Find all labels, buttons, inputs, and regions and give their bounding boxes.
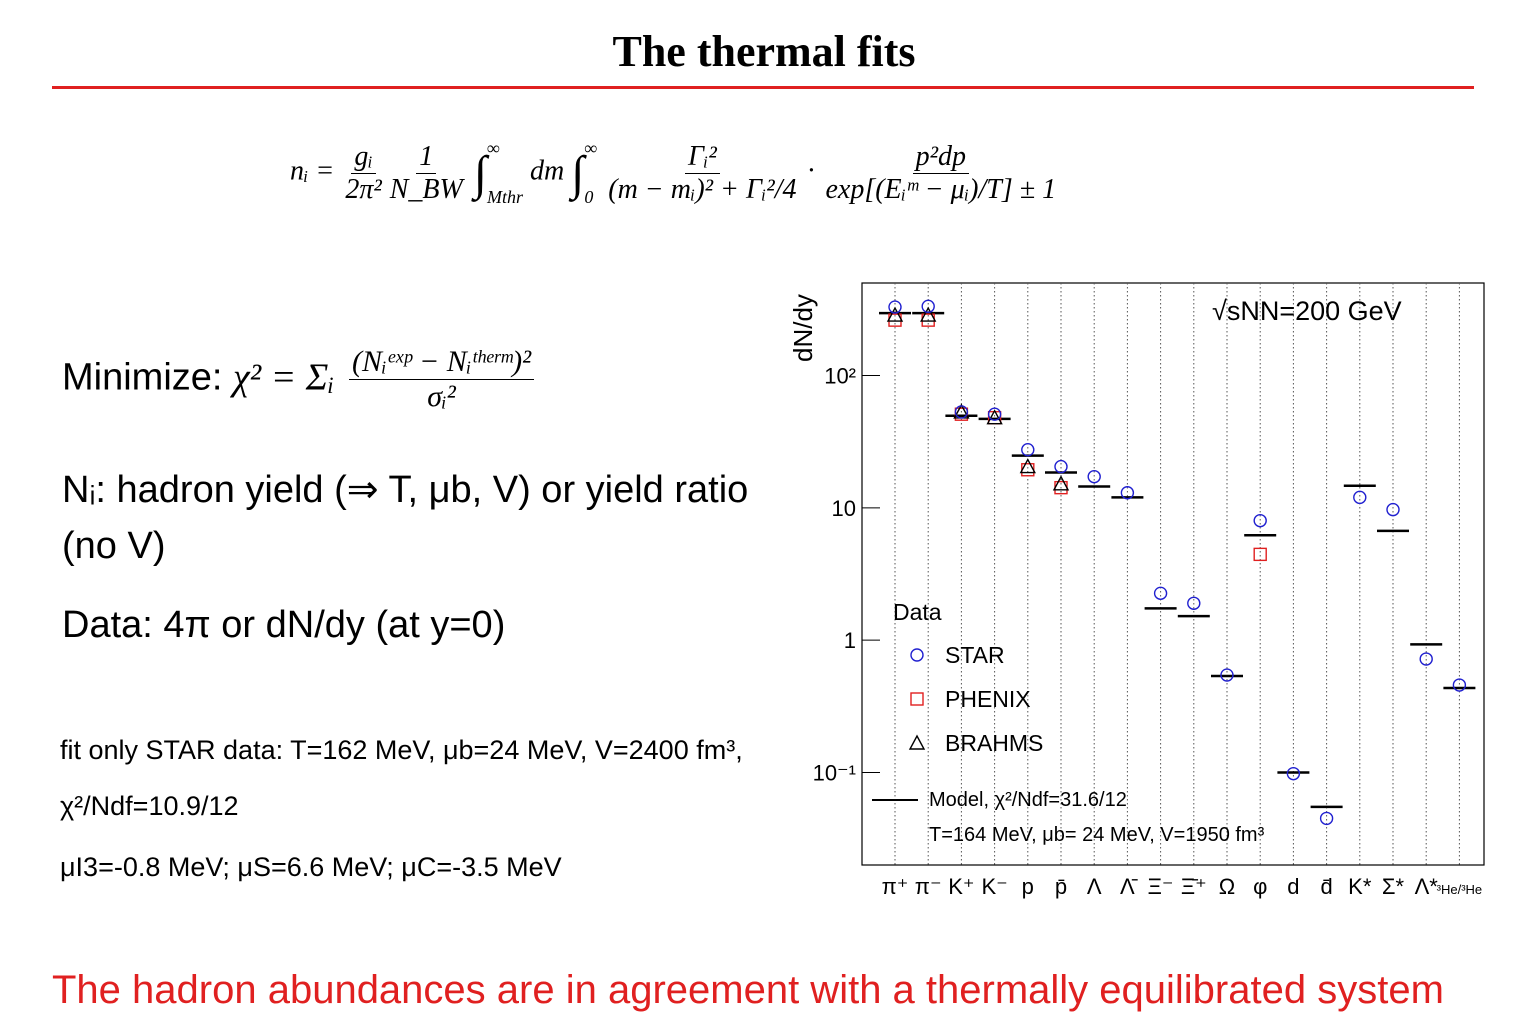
x-tick-label: d̄	[1320, 874, 1332, 899]
brahms-point	[1019, 458, 1036, 474]
star-point	[910, 648, 924, 662]
chi2-lhs: χ² = Σᵢ	[233, 356, 335, 399]
phenix-point	[910, 692, 924, 706]
x-tick-label: π⁺	[882, 874, 909, 899]
bullet: Nᵢ: hadron yield (⇒ T, μb, V) or yield r…	[62, 469, 749, 567]
upper-limit: ∞	[487, 138, 500, 158]
y-axis-label: dN/dy	[788, 294, 818, 362]
formula: nᵢ = gᵢ 2π² 1 N_BW ∫ ∞ Mthr dm ∫ ∞ 0 Γᵢ² (m − mᵢ…	[290, 138, 1060, 208]
star-point	[1253, 513, 1267, 528]
star-point	[1054, 459, 1068, 474]
upper-limit: ∞	[584, 138, 598, 158]
brahms-point	[920, 306, 937, 322]
title-rule	[52, 86, 1474, 89]
bullet: Data: 4π or dN/dy (at y=0)	[62, 604, 506, 646]
legend-title: Data	[893, 599, 942, 625]
star-point	[888, 300, 902, 314]
star-point	[1153, 586, 1168, 601]
star-point	[921, 299, 935, 314]
x-tick-label: Ω	[1219, 874, 1235, 899]
star-point	[1120, 486, 1135, 500]
x-tick-label: ³He/³He	[1437, 882, 1483, 897]
star-point	[1087, 469, 1101, 484]
note: fit only STAR data: T=162 MeV, μb=24 MeV…	[60, 735, 743, 821]
denominator: σᵢ²	[427, 380, 456, 413]
differential: dm	[530, 155, 565, 187]
x-tick-label: K⁻	[981, 874, 1007, 899]
star-point	[1452, 678, 1467, 692]
x-tick-label: Ξ̄⁺	[1181, 874, 1207, 899]
x-tick-label: Λ*	[1415, 874, 1439, 899]
denominator: (m − mᵢ)² + Γᵢ²/4	[608, 173, 797, 205]
star-point	[954, 405, 969, 419]
fraction: gᵢ 2π²	[345, 141, 381, 206]
integral: ∫ ∞ Mthr	[474, 138, 523, 208]
numerator: p²dp	[912, 141, 969, 174]
slide-title: The thermal fits	[612, 27, 916, 76]
x-tick-label: d	[1287, 874, 1299, 899]
star-point	[1021, 442, 1035, 457]
legend-label: Model, χ²/Ndf=31.6/12	[929, 789, 1127, 811]
fraction: Γᵢ² (m − mᵢ)² + Γᵢ²/4	[608, 141, 796, 206]
numerator: Γᵢ²	[684, 141, 720, 174]
y-tick-label: 10²	[824, 363, 856, 388]
x-tick-label: K*	[1348, 874, 1372, 899]
star-point	[1419, 652, 1433, 666]
minimize-label: Minimize:	[62, 356, 223, 399]
x-tick-label: Λ	[1087, 874, 1102, 899]
numerator: 1	[416, 141, 437, 174]
model-note: T=164 MeV, μb= 24 MeV, V=1950 fm³	[929, 824, 1265, 846]
legend-label: PHENIX	[945, 686, 1031, 712]
lower-limit: 0	[584, 187, 594, 207]
x-tick-label: K⁺	[948, 874, 974, 899]
footer: The hadron abundances are in agreement w…	[52, 968, 1444, 1012]
star-point	[1220, 668, 1234, 682]
dot: ·	[807, 155, 815, 187]
legend-label: BRAHMS	[945, 730, 1043, 756]
brahms-point	[886, 306, 904, 322]
annotation: √sNN=200 GeV	[1212, 296, 1402, 326]
star-point	[987, 407, 1002, 421]
y-tick-label: 10	[832, 496, 856, 521]
fraction: p²dp exp[(Eᵢᵐ − μᵢ)/T] ± 1	[825, 141, 1056, 206]
star-point	[1353, 490, 1367, 505]
legend-label: STAR	[945, 642, 1005, 668]
plot-frame	[861, 282, 1485, 866]
integral-sign: ∫	[473, 146, 488, 200]
star-point	[1386, 502, 1400, 517]
x-tick-label: Ξ⁻	[1148, 874, 1174, 899]
star-point	[1187, 596, 1201, 610]
phenix-point	[1253, 547, 1267, 562]
minimize: Minimize: χ² = Σᵢ (Nᵢᵉˣᵖ − Nᵢᵗʰᵉʳᵐ)² σᵢ²	[62, 345, 538, 414]
x-tick-label: p̄	[1055, 874, 1067, 899]
numerator: gᵢ	[351, 141, 376, 174]
fraction: (Nᵢᵉˣᵖ − Nᵢᵗʰᵉʳᵐ)² σᵢ²	[348, 345, 535, 414]
brahms-point	[908, 734, 926, 750]
x-tick-label: Σ*	[1382, 874, 1405, 899]
denominator: exp[(Eᵢᵐ − μᵢ)/T] ± 1	[825, 173, 1057, 205]
star-point	[1286, 766, 1301, 781]
y-tick-label: 1	[844, 628, 856, 653]
fraction: 1 N_BW	[390, 141, 463, 206]
note: μI3=-0.8 MeV; μS=6.6 MeV; μC=-3.5 MeV	[60, 852, 562, 882]
x-tick-label: p	[1022, 874, 1034, 899]
brahms-point	[986, 409, 1003, 425]
integral-sign: ∫	[571, 146, 585, 200]
denominator: N_BW	[389, 173, 463, 205]
numerator: (Nᵢᵉˣᵖ − Nᵢᵗʰᵉʳᵐ)²	[348, 345, 535, 380]
y-tick-label: 10⁻¹	[813, 761, 856, 786]
x-tick-label: Λ̄	[1120, 874, 1138, 899]
x-tick-label: π⁻	[915, 874, 942, 899]
formula-lhs: nᵢ =	[290, 155, 335, 187]
star-point	[1319, 811, 1334, 826]
denominator: 2π²	[345, 173, 382, 205]
integral: ∫ ∞ 0	[571, 138, 597, 208]
lower-limit: Mthr	[487, 187, 524, 207]
x-tick-label: φ	[1253, 874, 1267, 899]
phenix-point	[1021, 463, 1035, 477]
brahms-point	[1052, 475, 1070, 491]
